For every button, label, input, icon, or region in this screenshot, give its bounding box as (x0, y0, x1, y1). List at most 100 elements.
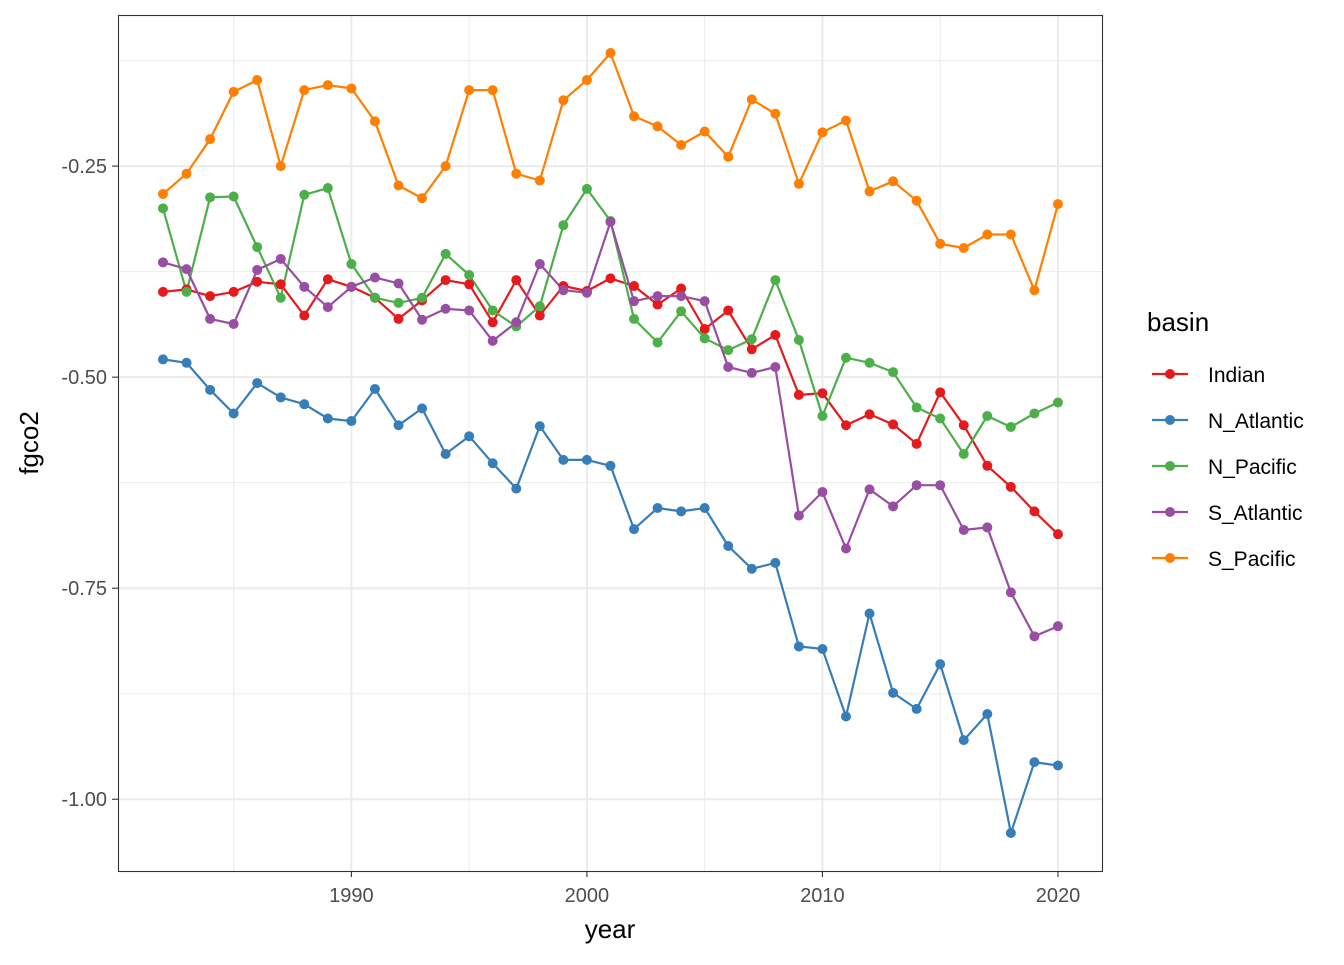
y-tick-label: -0.75 (61, 578, 107, 600)
data-point-indian (1029, 506, 1040, 517)
data-point-n_pacific (676, 306, 687, 317)
data-point-s_atlantic (275, 253, 286, 264)
data-point-n_atlantic (935, 659, 946, 670)
data-point-n_atlantic (181, 357, 192, 368)
data-point-n_pacific (393, 297, 404, 308)
legend-label: Indian (1208, 364, 1265, 387)
data-point-indian (935, 387, 946, 398)
data-point-n_pacific (699, 333, 710, 344)
data-point-n_atlantic (322, 413, 333, 424)
data-point-n_pacific (252, 242, 263, 253)
data-point-n_atlantic (252, 378, 263, 389)
data-point-n_atlantic (629, 524, 640, 535)
data-point-s_atlantic (770, 362, 781, 373)
data-point-indian (464, 279, 475, 290)
data-point-n_pacific (888, 367, 899, 378)
data-point-s_atlantic (299, 281, 310, 292)
data-point-s_atlantic (487, 335, 498, 346)
data-point-s_atlantic (417, 314, 428, 325)
legend-key-point (1165, 415, 1175, 425)
data-point-s_pacific (534, 175, 545, 186)
data-point-s_atlantic (699, 296, 710, 307)
data-point-s_atlantic (605, 216, 616, 227)
data-point-n_atlantic (534, 421, 545, 432)
data-point-s_pacific (676, 140, 687, 151)
panel-border (117, 14, 1104, 873)
data-point-s_pacific (723, 151, 734, 162)
legend-label: S_Atlantic (1208, 502, 1303, 525)
data-point-s_atlantic (840, 543, 851, 554)
data-point-s_atlantic (322, 302, 333, 313)
data-point-indian (723, 305, 734, 316)
data-point-s_pacific (888, 176, 899, 187)
data-point-s_atlantic (1005, 587, 1016, 598)
x-axis: 1990 2000 2010 2020 (329, 871, 1080, 907)
data-point-indian (911, 438, 922, 449)
data-point-n_atlantic (723, 540, 734, 551)
data-point-n_pacific (299, 189, 310, 200)
data-point-n_pacific (652, 337, 663, 348)
data-point-indian (982, 460, 993, 471)
data-point-n_pacific (534, 301, 545, 312)
data-point-indian (888, 419, 899, 430)
y-axis: -0.25 -0.50 -0.75 -1.00 (61, 156, 118, 811)
data-point-s_pacific (652, 121, 663, 132)
data-point-indian (605, 273, 616, 284)
data-point-s_pacific (393, 180, 404, 191)
data-point-n_pacific (817, 410, 828, 421)
data-point-n_atlantic (558, 454, 569, 465)
data-point-n_atlantic (770, 557, 781, 568)
legend-key-point (1165, 507, 1175, 517)
data-point-indian (652, 299, 663, 310)
data-point-s_atlantic (252, 264, 263, 275)
data-point-indian (817, 388, 828, 399)
legend-key-point (1165, 553, 1175, 563)
x-tick-label: 1990 (329, 885, 374, 907)
data-point-n_atlantic (746, 563, 757, 574)
data-point-n_atlantic (699, 503, 710, 514)
y-tick-label: -0.25 (61, 156, 107, 178)
data-point-indian (676, 283, 687, 294)
data-point-n_pacific (911, 402, 922, 413)
data-point-n_pacific (1029, 408, 1040, 419)
data-point-n_pacific (558, 220, 569, 231)
data-point-indian (770, 329, 781, 340)
data-point-s_atlantic (205, 313, 216, 324)
data-point-s_pacific (581, 75, 592, 86)
data-point-s_pacific (935, 238, 946, 249)
data-point-s_atlantic (228, 318, 239, 329)
data-point-s_pacific (864, 186, 875, 197)
data-point-s_pacific (1005, 229, 1016, 240)
grid (118, 15, 1102, 871)
data-point-n_pacific (629, 313, 640, 324)
data-point-n_pacific (205, 192, 216, 203)
data-point-indian (299, 310, 310, 321)
data-point-indian (440, 275, 451, 286)
data-point-n_pacific (181, 286, 192, 297)
data-point-n_pacific (793, 335, 804, 346)
data-point-s_atlantic (864, 484, 875, 495)
data-point-s_atlantic (793, 510, 804, 521)
data-point-n_atlantic (1052, 760, 1063, 771)
data-point-s_pacific (770, 108, 781, 119)
data-point-indian (864, 409, 875, 420)
data-point-s_pacific (181, 168, 192, 179)
x-tick-label: 2000 (565, 885, 610, 907)
data-point-s_pacific (228, 86, 239, 97)
data-point-s_pacific (840, 115, 851, 126)
data-point-s_atlantic (346, 281, 357, 292)
data-point-n_atlantic (605, 460, 616, 471)
y-axis-label: fgco2 (14, 411, 44, 475)
data-point-s_atlantic (817, 486, 828, 497)
data-point-s_atlantic (157, 257, 168, 268)
x-axis-label: year (585, 914, 636, 944)
legend-title: basin (1147, 307, 1209, 337)
data-point-indian (511, 275, 522, 286)
legend-label: N_Atlantic (1208, 410, 1304, 433)
data-point-s_pacific (699, 126, 710, 137)
data-point-n_atlantic (275, 392, 286, 403)
y-tick-label: -1.00 (61, 789, 107, 811)
data-point-s_pacific (346, 83, 357, 94)
data-point-indian (322, 274, 333, 285)
